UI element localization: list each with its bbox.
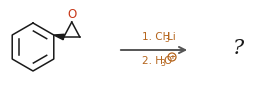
Text: Li: Li	[167, 32, 176, 42]
Text: O: O	[163, 56, 171, 66]
Text: 1. CH: 1. CH	[142, 32, 170, 42]
Text: +: +	[169, 54, 175, 60]
Text: ?: ?	[232, 39, 244, 57]
Polygon shape	[54, 34, 64, 40]
Text: 3: 3	[164, 35, 169, 44]
Text: O: O	[67, 7, 76, 21]
Text: 2. H: 2. H	[142, 56, 163, 66]
Text: 3: 3	[160, 59, 165, 68]
